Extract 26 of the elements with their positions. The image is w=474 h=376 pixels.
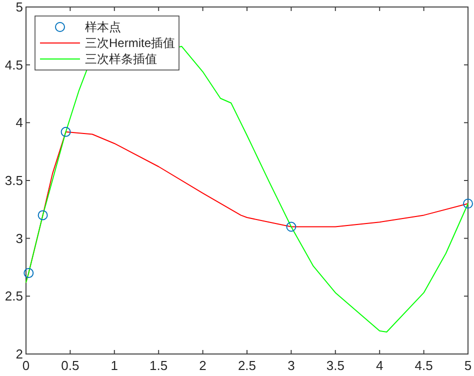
point: [24, 268, 34, 278]
y-tick-label: 4: [16, 115, 23, 130]
point: [38, 210, 48, 220]
x-tick-label: 1.5: [150, 358, 168, 373]
y-tick-label: 2.5: [4, 288, 23, 304]
x-tick-label: 3.5: [326, 358, 344, 373]
x-tick-label: 4.5: [414, 358, 433, 373]
y-tick-label: 3: [16, 230, 23, 246]
x-tick-label: 0.5: [61, 358, 80, 373]
x-tick-label: 1: [110, 358, 118, 373]
y-tick-label: 4.5: [4, 57, 23, 72]
x-tick-label: 4: [376, 358, 384, 373]
legend-label: 三次样条插值: [85, 52, 157, 66]
y-tick-label: 2: [16, 346, 23, 362]
x-tick-label: 2: [199, 358, 206, 373]
point: [60, 126, 71, 137]
y-tick-label: 5: [16, 0, 23, 14]
x-tick-label: 5: [464, 358, 472, 373]
x-tick-label: 2.5: [238, 358, 256, 373]
x-tick-label: 3: [288, 358, 295, 373]
legend-label: 样本点: [85, 20, 121, 34]
legend-label: 三次Hermite插值: [85, 36, 176, 50]
point: [286, 222, 296, 232]
point: [463, 198, 473, 209]
x-tick-label: 0: [22, 358, 30, 373]
y-tick-label: 3.5: [4, 173, 23, 188]
